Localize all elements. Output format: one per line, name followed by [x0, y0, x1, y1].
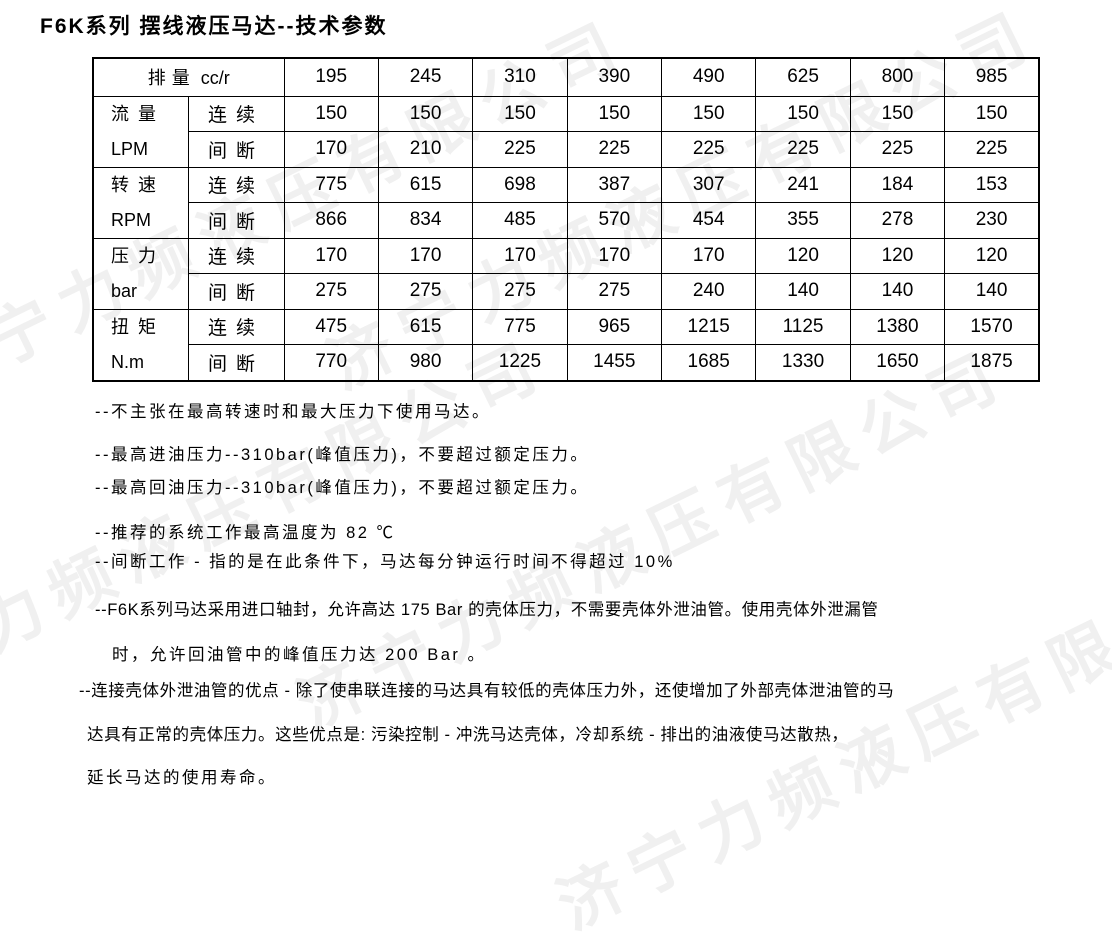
value-cell: 153 [944, 166, 1040, 203]
mode-label-cell: 连续 [187, 308, 285, 346]
note-line: --连接壳体外泄油管的优点 - 除了使串联连接的马达具有较低的壳体压力外，还使增… [79, 682, 895, 700]
value-cell: 866 [283, 202, 379, 239]
value-cell: 770 [283, 344, 379, 381]
value-cell: 170 [472, 237, 568, 274]
value-cell: 120 [755, 237, 851, 274]
note-line: --最高回油压力--310bar(峰值压力)，不要超过额定压力。 [95, 479, 590, 497]
displacement-row-label: 排量 cc/r [92, 57, 285, 97]
displacement-header-cell: 390 [566, 57, 663, 97]
value-cell: 170 [566, 237, 663, 274]
spec-table: 排量 cc/r 195 245 310 390 490 625 800 985 流量 LPM 连续 15… [92, 57, 1040, 382]
value-cell: 387 [566, 166, 663, 203]
value-cell: 150 [849, 95, 946, 132]
value-cell: 230 [944, 202, 1040, 239]
group-label-cell: 流量 LPM [92, 95, 189, 168]
page-title: F6K系列 摆线液压马达--技术参数 [40, 15, 388, 38]
mode-label-cell: 连续 [187, 237, 285, 274]
value-cell: 241 [755, 166, 851, 203]
value-cell: 570 [566, 202, 663, 239]
value-cell: 150 [755, 95, 851, 132]
displacement-header-cell: 985 [944, 57, 1040, 97]
group-label-cell: 扭矩 N.m [92, 308, 189, 381]
displacement-header-cell: 310 [472, 57, 568, 97]
value-cell: 1875 [944, 344, 1040, 381]
mode-label-cell: 连续 [187, 166, 285, 203]
value-cell: 1225 [472, 344, 568, 381]
value-cell: 1125 [755, 308, 851, 346]
value-cell: 150 [377, 95, 474, 132]
value-cell: 775 [472, 308, 568, 346]
note-line: --不主张在最高转速时和最大压力下使用马达。 [95, 403, 491, 421]
value-cell: 170 [283, 131, 379, 168]
mode-label-cell: 间断 [187, 344, 285, 381]
value-cell: 150 [944, 95, 1040, 132]
value-cell: 170 [660, 237, 757, 274]
value-cell: 615 [377, 166, 474, 203]
displacement-header-cell: 490 [660, 57, 757, 97]
value-cell: 1650 [849, 344, 946, 381]
value-cell: 1380 [849, 308, 946, 346]
value-cell: 150 [566, 95, 663, 132]
value-cell: 485 [472, 202, 568, 239]
note-line: --最高进油压力--310bar(峰值压力)，不要超过额定压力。 [95, 446, 590, 464]
note-line: 时，允许回油管中的峰值压力达 200 Bar 。 [112, 646, 487, 664]
value-cell: 240 [660, 273, 757, 310]
note-line: 达具有正常的壳体压力。这些优点是: 污染控制 - 冲洗马达壳体，冷却系统 - 排… [87, 726, 849, 744]
note-line: --F6K系列马达采用进口轴封，允许高达 175 Bar 的壳体压力，不需要壳体… [95, 601, 879, 619]
value-cell: 120 [849, 237, 946, 274]
mode-label-cell: 连续 [187, 95, 285, 132]
value-cell: 170 [377, 237, 474, 274]
displacement-header-cell: 625 [755, 57, 851, 97]
value-cell: 980 [377, 344, 474, 381]
value-cell: 275 [377, 273, 474, 310]
value-cell: 1455 [566, 344, 663, 381]
value-cell: 210 [377, 131, 474, 168]
value-cell: 225 [660, 131, 757, 168]
value-cell: 225 [472, 131, 568, 168]
value-cell: 698 [472, 166, 568, 203]
value-cell: 140 [944, 273, 1040, 310]
note-line: --推荐的系统工作最高温度为 82 ℃ [95, 524, 396, 542]
value-cell: 170 [283, 237, 379, 274]
group-label-cell: 转速 RPM [92, 166, 189, 239]
value-cell: 1330 [755, 344, 851, 381]
value-cell: 307 [660, 166, 757, 203]
value-cell: 1570 [944, 308, 1040, 346]
value-cell: 225 [849, 131, 946, 168]
value-cell: 184 [849, 166, 946, 203]
group-label-cell: 压力 bar [92, 237, 189, 310]
value-cell: 615 [377, 308, 474, 346]
note-line: 延长马达的使用寿命。 [87, 769, 277, 787]
value-cell: 275 [472, 273, 568, 310]
value-cell: 775 [283, 166, 379, 203]
mode-label-cell: 间断 [187, 131, 285, 168]
displacement-header-cell: 195 [283, 57, 379, 97]
value-cell: 140 [755, 273, 851, 310]
value-cell: 454 [660, 202, 757, 239]
mode-label-cell: 间断 [187, 202, 285, 239]
displacement-header-cell: 800 [849, 57, 946, 97]
value-cell: 355 [755, 202, 851, 239]
value-cell: 225 [944, 131, 1040, 168]
value-cell: 275 [283, 273, 379, 310]
value-cell: 150 [472, 95, 568, 132]
value-cell: 225 [755, 131, 851, 168]
value-cell: 150 [660, 95, 757, 132]
displacement-header-cell: 245 [377, 57, 474, 97]
value-cell: 140 [849, 273, 946, 310]
value-cell: 275 [566, 273, 663, 310]
value-cell: 225 [566, 131, 663, 168]
value-cell: 1685 [660, 344, 757, 381]
value-cell: 834 [377, 202, 474, 239]
value-cell: 278 [849, 202, 946, 239]
value-cell: 1215 [660, 308, 757, 346]
value-cell: 475 [283, 308, 379, 346]
note-line: --间断工作 - 指的是在此条件下，马达每分钟运行时间不得超过 10% [95, 553, 675, 571]
value-cell: 965 [566, 308, 663, 346]
value-cell: 120 [944, 237, 1040, 274]
value-cell: 150 [283, 95, 379, 132]
mode-label-cell: 间断 [187, 273, 285, 310]
